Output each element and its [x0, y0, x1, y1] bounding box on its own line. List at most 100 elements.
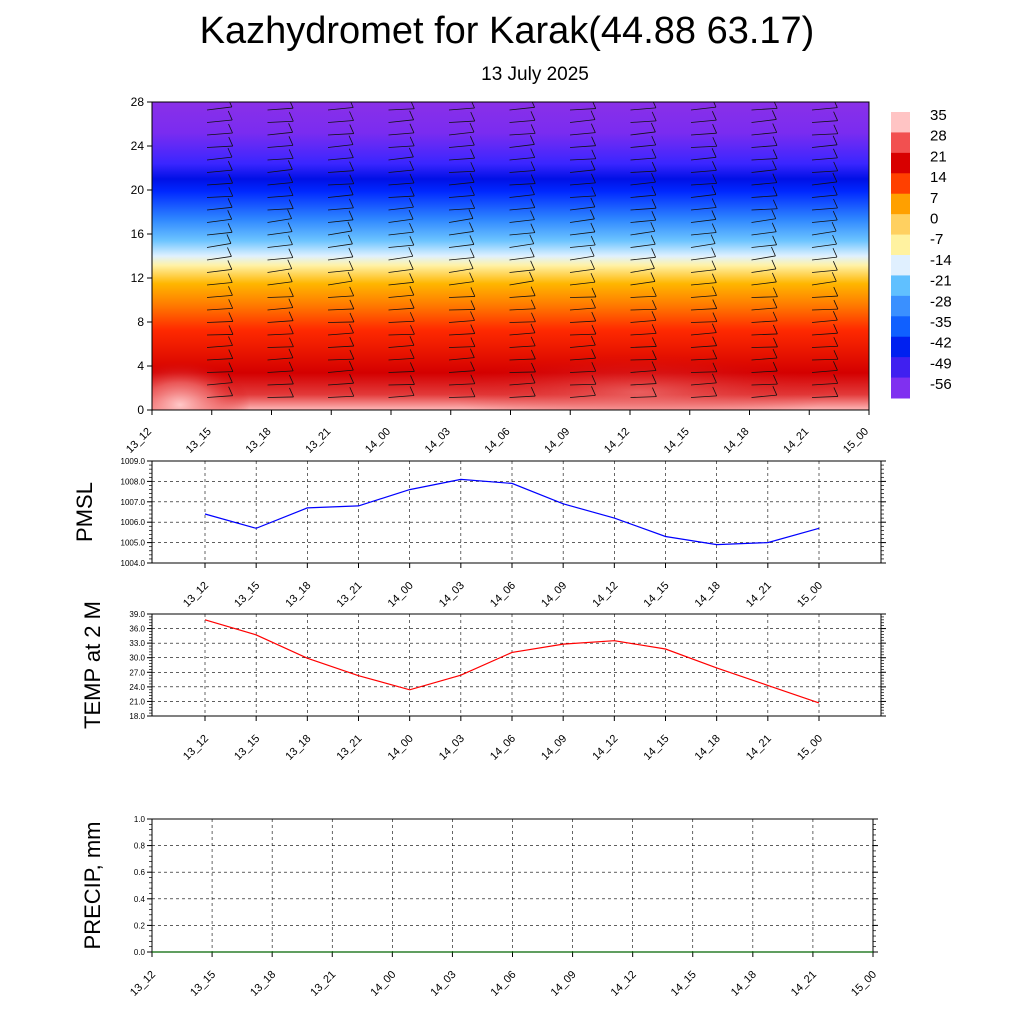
wind-barb-shaft: [509, 256, 535, 261]
wind-barb-flag: [288, 173, 294, 183]
wind-barb-flag: [652, 102, 657, 109]
wind-barb-shaft: [388, 244, 414, 248]
y-tick-label: 30.0: [129, 654, 145, 663]
x-tick-label: 14_15: [642, 733, 672, 763]
wind-barb: [327, 210, 354, 223]
wind-barb: [630, 135, 657, 148]
colorbar-label: -14: [930, 252, 952, 269]
wind-barb-flag: [288, 324, 294, 334]
wind-barb-flag: [228, 362, 234, 372]
wind-barb-shaft: [448, 131, 475, 136]
wind-barb: [569, 209, 595, 223]
wind-barb: [206, 386, 233, 398]
wind-barb-shaft: [267, 208, 294, 211]
wind-barb-flag: [832, 210, 838, 221]
wind-barb-flag: [470, 387, 476, 397]
wind-barb: [327, 271, 353, 286]
wind-barb-shaft: [206, 321, 233, 323]
wind-barb-shaft: [509, 395, 536, 398]
wind-barb-shaft: [569, 119, 596, 123]
wind-barb-flag: [833, 324, 838, 334]
wind-barb-flag: [469, 248, 475, 258]
wind-barb-flag: [651, 361, 657, 371]
wind-barb-shaft: [751, 195, 778, 198]
x-tick-label: 13_12: [181, 580, 211, 610]
wind-barb: [690, 349, 718, 361]
wind-barb: [448, 235, 475, 248]
wind-barb-shaft: [206, 206, 233, 211]
wind-barb: [630, 248, 656, 261]
y-tick-label: 1006.0: [121, 518, 146, 527]
wind-barb-flag: [287, 222, 293, 232]
wind-barb: [630, 148, 657, 161]
wind-barb-shaft: [448, 320, 475, 323]
wind-barb-shaft: [206, 243, 232, 248]
wind-barb-shaft: [448, 333, 475, 336]
colorbar-label: -42: [930, 335, 952, 352]
wind-barb: [267, 374, 294, 386]
profile-heatmap: [152, 102, 869, 410]
wind-barb: [811, 111, 838, 123]
x-tick-label: 14_09: [539, 733, 569, 763]
wind-barb: [690, 234, 716, 248]
wind-barb: [327, 161, 354, 173]
wind-barb-shaft: [448, 194, 475, 198]
wind-barb-shaft: [751, 394, 777, 398]
wind-barb-flag: [650, 122, 656, 133]
wind-barb-flag: [227, 247, 232, 257]
wind-barb-shaft: [327, 332, 354, 336]
wind-barb: [690, 362, 718, 373]
wind-barb: [327, 198, 354, 211]
wind-barb-shaft: [690, 194, 716, 198]
wind-barb-flag: [772, 123, 778, 133]
colorbar-box: [891, 275, 910, 297]
wind-barb-shaft: [448, 268, 474, 273]
wind-barb: [811, 387, 839, 398]
wind-barb-shaft: [388, 333, 415, 336]
wind-barb-flag: [591, 375, 597, 385]
wind-barb-shaft: [630, 396, 657, 398]
wind-barbs: [206, 102, 839, 398]
wind-barb-flag: [469, 235, 475, 245]
wind-barb-flag: [651, 248, 656, 258]
wind-barb-flag: [530, 386, 536, 397]
wind-barb: [388, 349, 415, 361]
colorbar-box: [891, 132, 910, 154]
wind-barb-flag: [591, 324, 597, 335]
wind-barb-flag: [531, 102, 535, 108]
wind-barb-shaft: [267, 307, 293, 311]
wind-barb-flag: [409, 312, 415, 322]
wind-barb-shaft: [388, 145, 415, 148]
wind-barb-shaft: [388, 294, 414, 298]
wind-barb: [630, 350, 657, 361]
wind-barb-flag: [228, 386, 233, 396]
wind-barb-shaft: [569, 296, 596, 298]
y-tick-label: 1008.0: [121, 477, 146, 486]
wind-barb-flag: [831, 272, 837, 282]
wind-barb: [751, 199, 778, 211]
wind-barb-shaft: [388, 255, 413, 261]
wind-barb: [811, 135, 838, 148]
wind-barb: [690, 102, 717, 111]
wind-barb-flag: [833, 337, 839, 347]
wind-barb-shaft: [206, 119, 233, 123]
colorbar-box: [891, 234, 910, 256]
wind-barb-flag: [590, 222, 596, 233]
colorbar-box: [891, 214, 910, 236]
wind-barb: [448, 111, 476, 123]
wind-barb-shaft: [630, 219, 656, 223]
wind-barb-flag: [591, 136, 596, 146]
wind-barb-flag: [589, 246, 595, 257]
wind-barb-flag: [712, 124, 717, 134]
wind-barb: [811, 198, 838, 211]
wind-barb-flag: [711, 198, 717, 208]
wind-barb-shaft: [388, 281, 414, 286]
wind-barb-shaft: [327, 230, 353, 236]
wind-barb-shaft: [327, 107, 354, 111]
colorbar-labels: 35 28 21 14 7 0 -7 -14 -21 -28 -35 -42 -49 -56: [930, 107, 952, 393]
wind-barb-flag: [711, 273, 717, 283]
wind-barb: [388, 197, 414, 211]
wind-barb: [388, 299, 415, 311]
x-tick-label: 14_03: [437, 733, 467, 763]
wind-barb: [327, 312, 355, 323]
